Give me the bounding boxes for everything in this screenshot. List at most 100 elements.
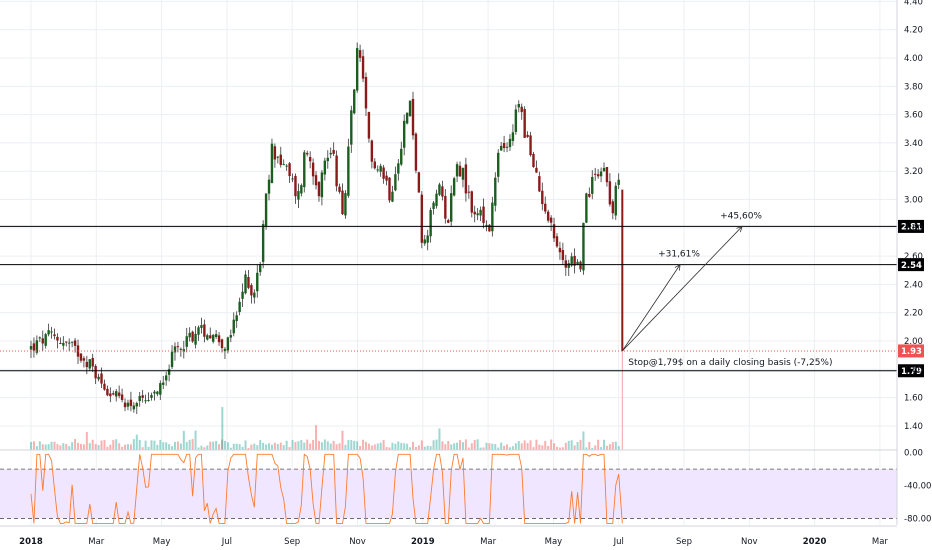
candle-body [458,165,462,177]
candle-body [473,211,476,215]
candle-body [91,357,94,367]
volume-bar [344,444,347,450]
candle-body [355,48,359,91]
candle-body [294,175,297,197]
volume-bar [550,439,553,450]
y-tick-label: 1.40 [904,422,923,432]
y-tick-label: 4.00 [904,54,923,64]
candle-body [162,382,165,385]
volume-bar [497,447,500,450]
candle-body [555,236,559,247]
candle-body [438,184,441,195]
candle-body [593,173,597,175]
volume-bar [523,440,526,450]
candle-body [394,174,397,191]
volume-bar [403,443,406,450]
candle-body [211,334,215,342]
candle-body [106,388,109,396]
candle-body [306,152,309,155]
candle-body [514,109,518,132]
volume-bar [176,441,179,450]
stop-annotation: Stop@1,79$ on a daily closing basis (-7,… [628,358,832,368]
candle-body [185,336,188,347]
candle-body [582,222,585,271]
y-tick-label: 3.40 [904,139,923,149]
candle-body [329,152,332,155]
volume-bar [221,407,224,450]
candle-body [461,167,465,180]
volume-bar [223,440,226,450]
volume-bar [464,439,467,450]
candle-body [488,224,491,232]
candle-body [561,250,565,260]
volume-bar [106,446,109,450]
candle-body [79,353,83,361]
candle-body [100,373,103,384]
volume-bar [417,445,420,450]
horizontal-levels: 2.81 2.54 1.79 1.93 [0,219,924,378]
y-tick-label: 1.60 [904,394,923,404]
volume-bar [215,441,218,450]
y-tick-label: 2.00 [904,337,923,347]
volume-bar [206,445,209,450]
volume-bar [100,440,103,450]
candle-body [267,179,271,194]
x-tick-label: Mar [872,537,889,547]
candle-body [423,239,426,244]
volume-bar [288,447,291,450]
volume-bar [259,440,262,450]
candle-body [135,403,138,407]
candle-body [314,175,318,186]
candle-body [385,175,388,181]
candle-body [94,366,97,379]
volume-bar [461,442,464,450]
volume-bar [591,447,594,450]
candle-body [38,337,42,339]
y-tick-label: 2.40 [904,280,923,290]
candle-body [591,176,594,194]
volume-bar [250,444,253,450]
candle-body [382,167,385,179]
candle-body [159,383,162,395]
candle-body [297,191,300,200]
y-tick-label: 3.80 [904,82,923,92]
volume-bar [367,443,370,450]
volume-bar [473,439,476,450]
volume-bar [115,439,118,450]
candle-body [588,193,591,197]
candle-body [88,359,91,369]
candle-body [420,194,424,243]
candle-body [303,152,306,188]
candle-body [156,391,159,395]
volume-bar [485,442,488,450]
candle-body [358,50,362,58]
volume-bar [364,441,367,450]
volume-bar [594,445,597,450]
volume-bars [30,407,620,450]
volume-bar [171,446,174,450]
volume-bar [538,444,541,450]
candle-body [50,331,53,333]
y-tick-label: 4.20 [904,26,923,36]
x-tick-label: May [545,537,563,547]
candle-body [526,134,529,137]
volume-bar [241,446,244,450]
candle-body [115,391,118,397]
volume-bar [412,441,415,450]
volume-bar [141,447,144,450]
volume-bar [65,443,68,450]
volume-bar [479,447,482,450]
candle-body [391,191,394,202]
candle-body [405,112,409,124]
candle-body [138,395,141,402]
volume-bar [600,447,603,450]
volume-bar [303,442,306,450]
x-tick-label: Mar [480,537,497,547]
volume-bar [426,445,429,450]
candle-body [367,111,371,139]
candle-body [244,274,247,294]
volume-bar [356,441,359,450]
volume-bar [124,444,127,450]
volume-bar [420,440,423,450]
